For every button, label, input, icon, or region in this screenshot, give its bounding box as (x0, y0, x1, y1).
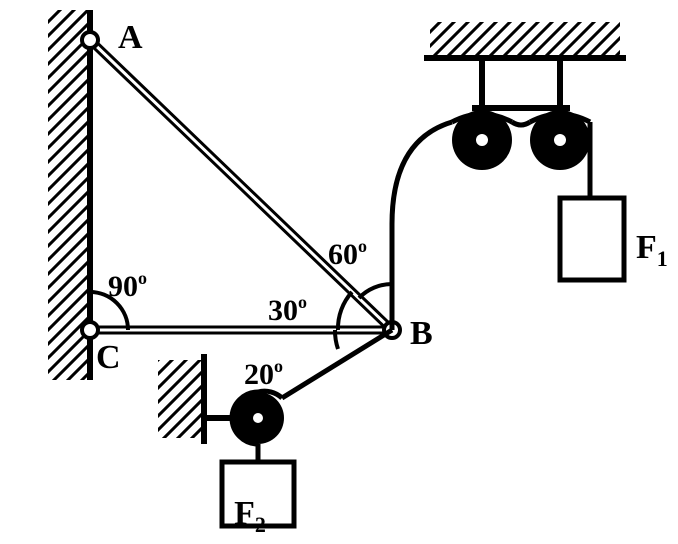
angle-20: 20o (244, 356, 283, 391)
ceiling (424, 22, 626, 108)
upper-pulleys (452, 110, 590, 170)
angle-60: 60o (328, 236, 367, 271)
label-a: A (118, 19, 143, 56)
pin-a (82, 32, 98, 48)
label-b: B (410, 315, 433, 352)
label-c: C (96, 339, 121, 376)
block-f1 (560, 198, 624, 280)
angle-30: 30o (268, 292, 307, 327)
angle-90: 90o (108, 268, 147, 303)
pin-c (82, 322, 98, 338)
label-f1: F1 (636, 229, 668, 271)
mechanics-diagram: A B C F1 F2 90o 60o 30o 20o (0, 0, 678, 544)
